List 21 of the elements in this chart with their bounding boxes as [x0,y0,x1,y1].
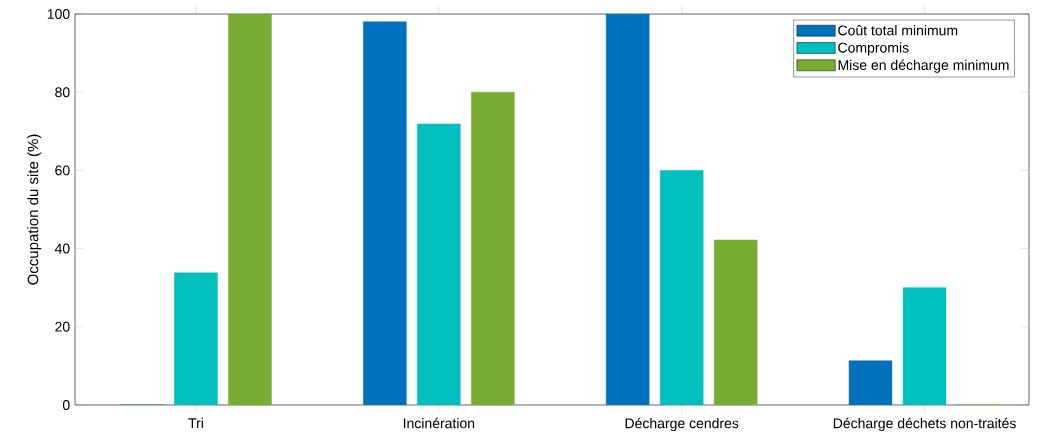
y-tick-label: 100 [47,9,70,19]
x-tick-label: Tri [188,417,203,428]
bar [228,13,272,405]
legend-label: Mise en décharge minimum [838,59,1009,73]
y-tick-label: 0 [62,400,70,410]
bar [471,91,515,405]
legend-label: Coût total minimum [838,25,958,36]
bar [174,272,218,405]
bar [417,123,461,405]
x-tick-label: Décharge cendres [625,417,739,432]
x-tick-label: Décharge déchets non-traités [833,417,1016,432]
x-tick-label: Incinération [403,417,475,429]
y-tick-label: 60 [55,165,70,176]
legend-label: Compromis [838,42,909,56]
bar [713,239,758,405]
y-tick-label: 40 [54,243,70,254]
y-tick-label: 80 [55,87,70,98]
y-tick-label: 20 [55,321,70,332]
bar [902,287,947,405]
bar [659,170,704,405]
y-axis-title: Occupation du site (%) [27,134,42,285]
